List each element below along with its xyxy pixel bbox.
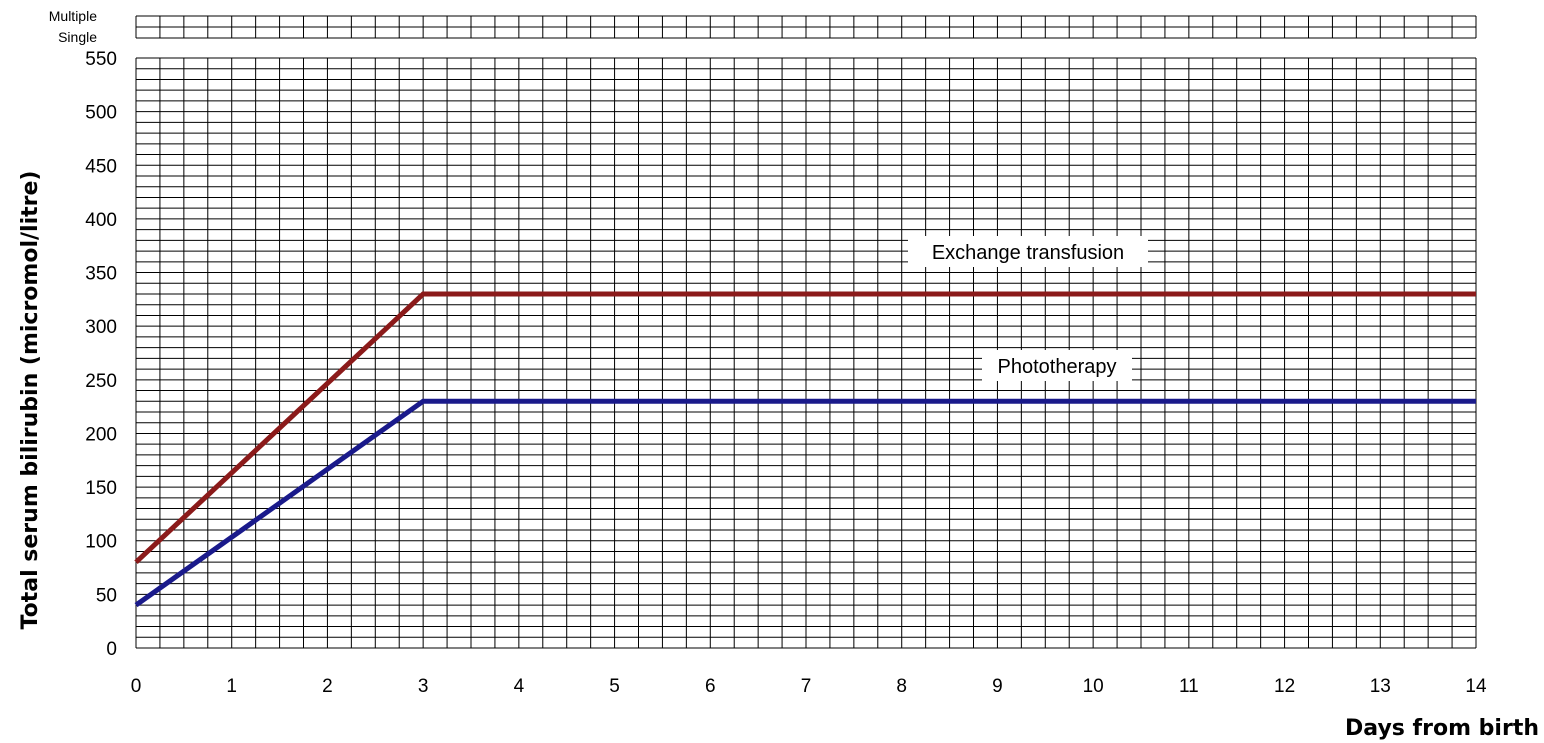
plot-grid: [135, 57, 1477, 649]
header-labels: Multiple Single: [49, 8, 97, 45]
y-tick-label: 450: [85, 156, 117, 177]
y-tick-label: 300: [85, 317, 117, 338]
x-axis-title: Days from birth: [1345, 716, 1539, 741]
header-row-label-multiple: Multiple: [49, 8, 97, 24]
y-tick-label: 250: [85, 371, 117, 392]
series-label-background: [908, 236, 1148, 267]
series-label: Exchange transfusion: [932, 242, 1124, 264]
y-tick-label: 350: [85, 264, 117, 285]
y-tick-label: 100: [85, 532, 117, 553]
x-tick-label: 8: [896, 676, 907, 697]
x-tick-label: 2: [322, 676, 333, 697]
x-tick-label: 7: [801, 676, 812, 697]
y-tick-label: 400: [85, 210, 117, 231]
x-tick-label: 13: [1370, 676, 1391, 697]
series-labels: Exchange transfusion Phototherapy: [908, 236, 1148, 381]
header-grid: [135, 15, 1477, 39]
y-tick-label: 50: [96, 585, 117, 606]
y-tick-label: 150: [85, 478, 117, 499]
series-line: [134, 291, 1476, 565]
series-label-background: [982, 350, 1132, 381]
x-tick-label: 10: [1083, 676, 1104, 697]
x-tick-label: 5: [609, 676, 620, 697]
x-tick-label: 3: [418, 676, 429, 697]
y-tick-label: 550: [85, 49, 117, 70]
header-row-label-single: Single: [58, 29, 97, 45]
y-axis-ticks: 0 50 100 150 200 250 300 350 400 450 500 550: [85, 49, 117, 660]
x-tick-label: 4: [514, 676, 525, 697]
x-tick-label: 11: [1179, 676, 1199, 697]
series-lines: [134, 291, 1476, 608]
x-tick-label: 9: [992, 676, 1003, 697]
y-tick-label: 0: [106, 639, 117, 660]
x-tick-label: 6: [705, 676, 716, 697]
x-tick-label: 1: [226, 676, 237, 697]
y-tick-label: 200: [85, 424, 117, 445]
y-axis-title: Total serum bilirubin (micromol/litre): [18, 171, 43, 630]
series-label: Phototherapy: [998, 356, 1117, 378]
y-tick-label: 500: [85, 103, 117, 124]
series-line: [134, 398, 1476, 608]
x-axis-ticks: 0 1 2 3 4 5 6 7 8 9 10 11 12 13 14: [131, 676, 1487, 697]
x-tick-label: 14: [1465, 676, 1487, 697]
x-tick-label: 12: [1274, 676, 1295, 697]
x-tick-label: 0: [131, 676, 142, 697]
